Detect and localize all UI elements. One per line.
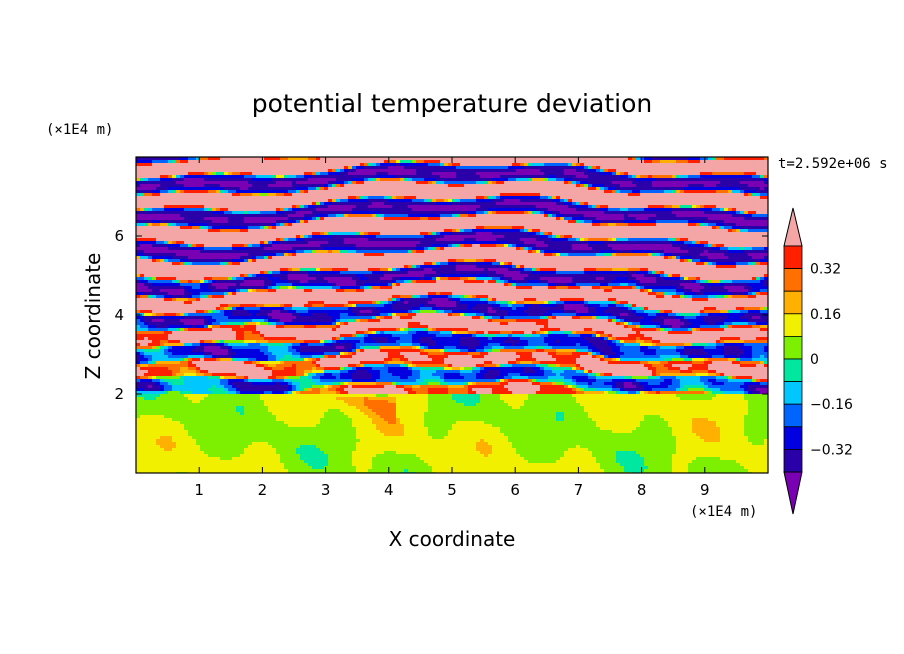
colorbar-swatch: [783, 403, 803, 428]
colorbar-tick-label: 0.16: [810, 307, 841, 323]
colorbar-swatch: [783, 313, 803, 337]
colorbar-tick-label: 0.32: [810, 262, 841, 278]
x-tick-label: 9: [700, 481, 710, 499]
x-tick-label: 1: [194, 481, 204, 499]
colorbar-swatch: [783, 245, 803, 270]
x-tick-label: 8: [637, 481, 647, 499]
colorbar-swatch: [783, 290, 803, 315]
x-tick-label: 7: [574, 481, 584, 499]
x-tick-label: 3: [321, 481, 331, 499]
x-tick-label: 4: [384, 481, 394, 499]
x-axis: 1 2 3 4 5 6 7 8 9: [194, 157, 710, 499]
colorbar-extend-top: [783, 207, 803, 247]
colorbar-swatch: [783, 448, 803, 473]
colorbar-swatch: [783, 426, 803, 450]
colorbar-swatch: [783, 381, 803, 405]
time-label: t=2.592e+06 s: [778, 156, 888, 172]
y-axis: 2 4 6: [114, 227, 768, 403]
x-tick-label: 5: [447, 481, 457, 499]
x-unit-label: (×1E4 m): [690, 504, 757, 520]
y-tick-label: 4: [114, 306, 124, 324]
y-tick-label: 2: [114, 385, 124, 403]
colorbar-tick-label: −0.32: [810, 442, 853, 458]
colorbar-tick-label: 0: [810, 352, 819, 368]
colorbar: 0.32 0.16 0 −0.16 −0.32: [783, 207, 853, 515]
colorbar-extend-bottom: [783, 471, 803, 515]
contour-field: [136, 157, 768, 473]
chart-title: potential temperature deviation: [252, 89, 652, 118]
colorbar-swatch: [783, 358, 803, 383]
field-layer: [136, 157, 768, 473]
colorbar-swatch: [783, 268, 803, 292]
x-tick-label: 6: [510, 481, 520, 499]
colorbar-tick-label: −0.16: [810, 397, 853, 413]
y-tick-label: 6: [114, 227, 124, 245]
x-tick-label: 2: [258, 481, 268, 499]
colorbar-swatch: [783, 335, 803, 360]
y-unit-label: (×1E4 m): [46, 122, 113, 138]
x-axis-title: X coordinate: [389, 527, 516, 551]
y-axis-title: Z coordinate: [81, 253, 105, 380]
